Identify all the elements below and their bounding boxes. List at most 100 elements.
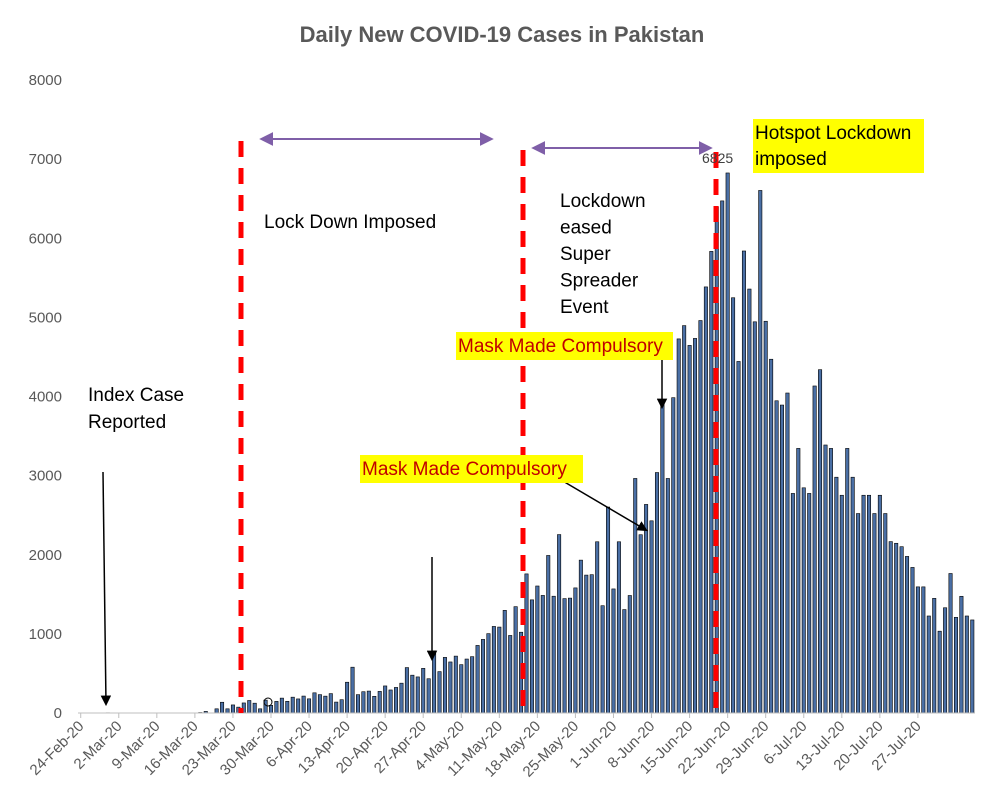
bar — [529, 599, 534, 714]
bar — [334, 701, 339, 714]
bar — [606, 506, 611, 714]
bar — [861, 494, 866, 714]
bar — [682, 325, 687, 714]
bar — [752, 321, 757, 714]
bar — [421, 668, 426, 714]
highlight-box — [753, 119, 924, 173]
bar — [725, 172, 730, 714]
bar — [437, 671, 442, 714]
bar — [943, 607, 948, 714]
bar — [644, 504, 649, 714]
bar — [415, 676, 420, 714]
bar — [557, 534, 562, 714]
mask-compulsory-label: Mask Made Compulsory — [362, 459, 567, 480]
bar — [600, 605, 605, 714]
bar — [442, 657, 447, 714]
bar — [693, 338, 698, 714]
y-tick-label: 8000 — [29, 72, 62, 89]
bar — [921, 586, 926, 714]
y-tick-label: 4000 — [29, 389, 62, 406]
bar — [269, 705, 273, 714]
highlight-box — [456, 332, 673, 360]
hotspot-lockdown-label: imposed — [755, 149, 827, 170]
bar — [731, 297, 736, 714]
bar — [616, 541, 621, 714]
bar — [317, 694, 322, 714]
bar — [741, 250, 746, 714]
bar — [355, 694, 360, 714]
bar — [736, 361, 741, 714]
bar — [513, 606, 518, 714]
bar — [948, 573, 953, 714]
bar — [399, 682, 404, 714]
bar — [654, 472, 659, 714]
bar — [279, 697, 284, 714]
bar — [867, 494, 871, 714]
bar — [763, 320, 768, 714]
bar — [676, 338, 681, 714]
bar — [290, 696, 295, 714]
peak-value-label: 6825 — [702, 150, 733, 166]
bar — [497, 626, 502, 714]
bar — [323, 695, 328, 714]
bar — [372, 695, 377, 714]
bar — [312, 692, 317, 714]
bar — [780, 404, 784, 714]
bar — [491, 626, 496, 714]
bar — [703, 286, 708, 714]
bar — [899, 546, 904, 714]
bar — [970, 619, 975, 714]
bar — [345, 681, 350, 714]
bar — [660, 401, 665, 714]
bar — [366, 690, 371, 714]
bar — [720, 200, 725, 714]
y-tick-label: 0 — [54, 705, 62, 722]
bar — [377, 691, 382, 714]
bar — [285, 700, 290, 714]
bar — [540, 595, 545, 714]
bar — [296, 698, 301, 714]
bar — [747, 288, 752, 714]
bar — [230, 704, 235, 714]
y-tick-label: 1000 — [29, 626, 62, 643]
bar — [595, 541, 600, 714]
lockdown-eased-label: Spreader — [560, 271, 639, 292]
lockdown-eased-label: Lockdown — [560, 191, 646, 212]
bar — [622, 609, 627, 714]
bar — [584, 574, 589, 714]
bar — [769, 358, 774, 714]
chart-title: Daily New COVID-19 Cases in Pakistan — [300, 22, 705, 47]
bar — [910, 567, 915, 714]
bar — [758, 190, 763, 714]
bar — [502, 610, 507, 714]
lockdown-label: Lock Down Imposed — [264, 212, 436, 233]
bar — [883, 513, 888, 714]
index-case-label: Index Case — [88, 385, 184, 406]
bar — [394, 687, 399, 714]
bar — [709, 251, 714, 714]
bar — [350, 666, 355, 714]
bar — [448, 661, 453, 714]
bar — [877, 494, 882, 714]
bar — [546, 555, 551, 714]
bar — [578, 559, 583, 714]
bar — [339, 699, 344, 714]
y-tick-label: 7000 — [29, 151, 62, 168]
bar — [932, 598, 937, 714]
bar — [508, 635, 513, 714]
index-case-arrow — [100, 471, 112, 707]
bar — [551, 595, 556, 714]
marker-circle — [263, 697, 273, 707]
bar — [964, 615, 969, 714]
bar — [834, 476, 839, 714]
bar — [850, 476, 855, 714]
bar — [845, 448, 850, 714]
bar — [872, 513, 877, 714]
bar — [328, 693, 333, 714]
bar — [301, 695, 306, 714]
mask-compulsory-label: Mask Made Compulsory — [458, 336, 663, 357]
y-tick-label: 3000 — [29, 468, 62, 485]
hotspot-lockdown-label: Hotspot Lockdown — [755, 123, 911, 144]
bar — [486, 633, 491, 714]
bar — [258, 708, 263, 714]
